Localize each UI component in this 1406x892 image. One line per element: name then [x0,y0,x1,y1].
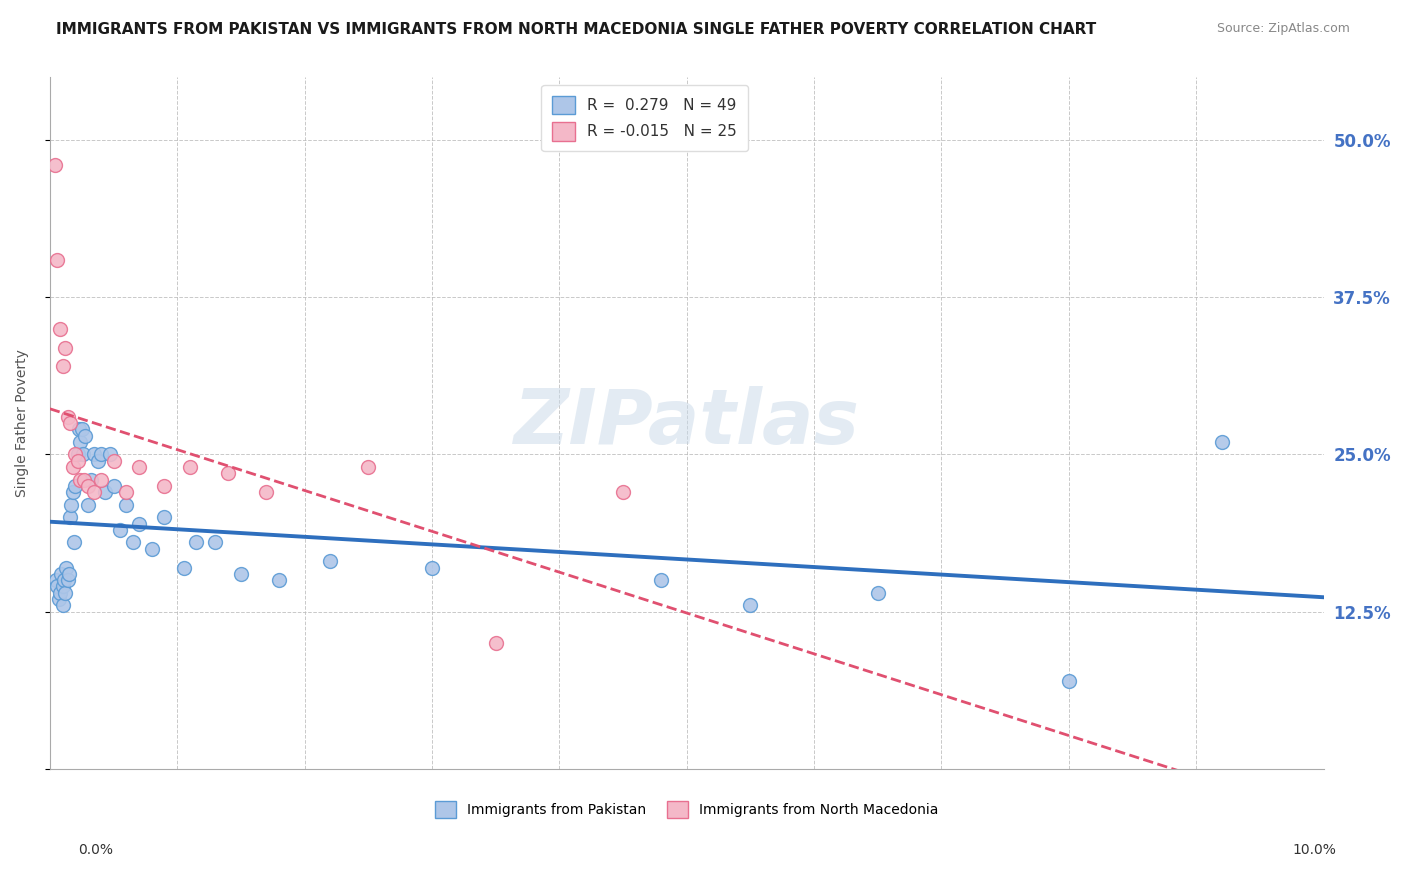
Point [72,447,94,461]
Point [87,454,110,468]
Point [45,573,67,587]
Point [93,485,115,500]
Point [108,523,131,537]
Point [66,447,89,461]
Point [186,535,208,549]
Point [103,479,125,493]
Point [67,422,90,436]
Point [98,447,121,461]
Point [52,599,75,613]
Point [63,535,86,549]
Point [46,252,69,267]
Point [62,485,84,500]
Point [46,579,69,593]
Point [51,566,73,581]
Point [128,460,150,475]
Point [75,428,97,442]
Point [69,473,91,487]
Text: ZIPatlas: ZIPatlas [513,386,859,460]
Point [52,579,75,593]
Point [173,560,195,574]
Point [740,599,762,613]
Legend: Immigrants from Pakistan, Immigrants from North Macedonia: Immigrants from Pakistan, Immigrants fro… [429,796,943,824]
Point [179,460,201,475]
Point [128,516,150,531]
Point [115,485,138,500]
Point [49,585,72,599]
Point [83,485,105,500]
Point [229,566,252,581]
Point [90,473,112,487]
Point [90,447,112,461]
Point [53,585,76,599]
Point [77,498,100,512]
Point [65,447,87,461]
Point [60,498,83,512]
Point [115,498,138,512]
Point [357,460,380,475]
Point [866,585,889,599]
Text: IMMIGRANTS FROM PAKISTAN VS IMMIGRANTS FROM NORTH MACEDONIA SINGLE FATHER POVERT: IMMIGRANTS FROM PAKISTAN VS IMMIGRANTS F… [56,22,1097,37]
Point [612,485,634,500]
Point [48,591,70,606]
Point [73,473,96,487]
Point [52,573,75,587]
Point [141,541,163,556]
Point [53,341,76,355]
Point [59,510,82,524]
Point [420,560,443,574]
Point [66,454,89,468]
Point [55,560,77,574]
Point [52,359,75,374]
Point [269,573,291,587]
Point [153,510,176,524]
Point [153,479,176,493]
Point [204,535,226,549]
Point [49,322,72,336]
Point [217,467,239,481]
Point [62,460,84,475]
Text: Source: ZipAtlas.com: Source: ZipAtlas.com [1216,22,1350,36]
Point [650,573,672,587]
Text: 0.0%: 0.0% [79,843,112,857]
Point [58,566,80,581]
Point [44,158,66,172]
Text: 10.0%: 10.0% [1292,843,1337,857]
Y-axis label: Single Father Poverty: Single Father Poverty [15,349,30,497]
Point [70,422,93,436]
Point [59,416,82,430]
Point [1057,673,1080,688]
Point [79,473,101,487]
Point [69,434,91,449]
Point [485,636,508,650]
Point [1211,434,1233,449]
Point [319,554,342,568]
Point [83,447,105,461]
Point [56,409,79,424]
Point [121,535,143,549]
Point [103,454,125,468]
Point [77,479,100,493]
Point [56,573,79,587]
Point [65,479,87,493]
Point [254,485,277,500]
